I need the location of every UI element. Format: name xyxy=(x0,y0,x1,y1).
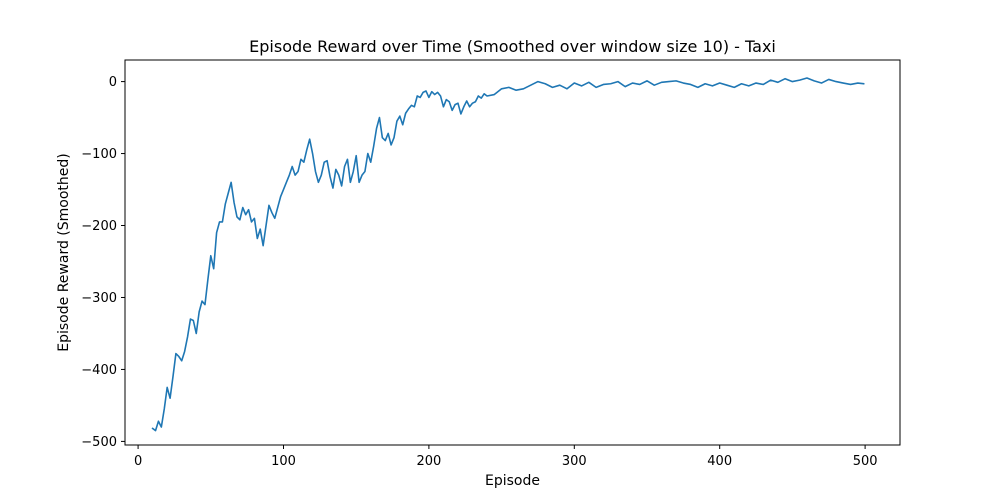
y-tick-label: −400 xyxy=(81,363,117,378)
y-axis-ticks: 0 −100 −200 −300 −400 −500 xyxy=(81,75,125,450)
x-axis-ticks: 0 100 200 300 400 500 xyxy=(134,445,878,469)
x-tick-label: 0 xyxy=(134,454,142,469)
y-tick-label: −500 xyxy=(81,435,117,450)
y-tick-label: −300 xyxy=(81,291,117,306)
x-axis-label: Episode xyxy=(485,473,540,489)
x-tick-label: 400 xyxy=(707,454,732,469)
y-tick-label: −200 xyxy=(81,219,117,234)
y-tick-label: −100 xyxy=(81,147,117,162)
series-line xyxy=(151,77,865,432)
y-axis-label: Episode Reward (Smoothed) xyxy=(56,153,72,351)
plot-area xyxy=(151,77,865,432)
plot-frame xyxy=(124,59,901,446)
x-tick-label: 200 xyxy=(416,454,441,469)
y-tick-label: 0 xyxy=(109,75,117,90)
chart-title: Episode Reward over Time (Smoothed over … xyxy=(249,37,776,56)
x-tick-label: 100 xyxy=(271,454,296,469)
x-tick-label: 500 xyxy=(853,454,878,469)
x-tick-label: 300 xyxy=(562,454,587,469)
